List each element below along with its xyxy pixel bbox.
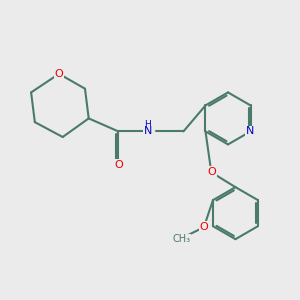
Text: N: N: [144, 126, 152, 136]
Text: O: O: [114, 160, 123, 170]
Text: O: O: [207, 167, 216, 177]
Text: H: H: [144, 120, 151, 129]
Text: O: O: [55, 69, 63, 79]
Text: N: N: [246, 126, 255, 136]
Text: O: O: [200, 222, 208, 232]
Text: CH₃: CH₃: [172, 234, 190, 244]
